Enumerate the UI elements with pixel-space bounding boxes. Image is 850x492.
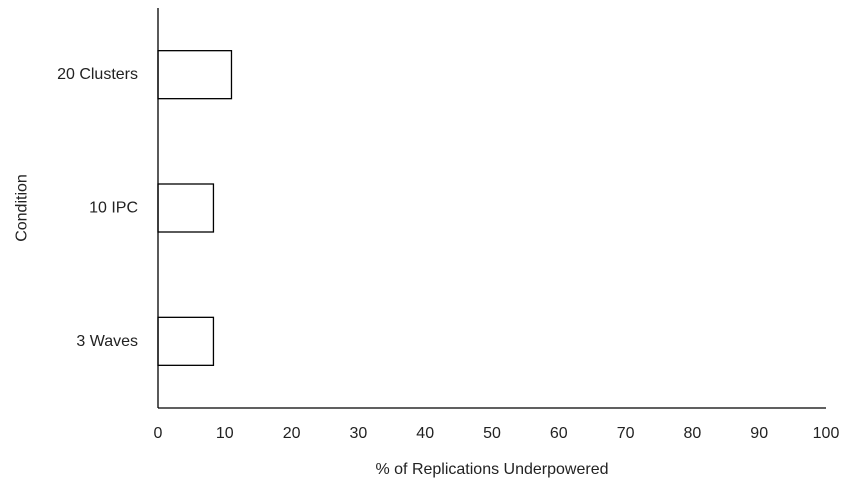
x-tick-label-8: 80	[684, 425, 702, 442]
category-labels: 20 Clusters 10 IPC 3 Waves	[57, 66, 138, 350]
x-tick-labels: 0 10 20 30 40 50 60 70 80 90 100	[154, 425, 840, 442]
category-label-2: 3 Waves	[76, 333, 138, 350]
x-tick-label-10: 100	[813, 425, 840, 442]
x-tick-label-9: 90	[750, 425, 768, 442]
x-tick-label-5: 50	[483, 425, 501, 442]
x-tick-label-6: 60	[550, 425, 568, 442]
x-tick-label-3: 30	[350, 425, 368, 442]
x-tick-label-7: 70	[617, 425, 635, 442]
x-tick-label-2: 20	[283, 425, 301, 442]
category-label-1: 10 IPC	[89, 200, 138, 217]
category-label-0: 20 Clusters	[57, 66, 138, 83]
x-tick-label-4: 40	[416, 425, 434, 442]
x-tick-label-0: 0	[154, 425, 163, 442]
x-axis-title: % of Replications Underpowered	[375, 461, 608, 478]
bar-2	[157, 316, 215, 366]
y-axis-title: Condition	[14, 174, 31, 242]
bars-group	[157, 50, 233, 366]
x-tick-label-1: 10	[216, 425, 234, 442]
bar-0	[157, 50, 233, 100]
bar-1	[157, 183, 215, 233]
